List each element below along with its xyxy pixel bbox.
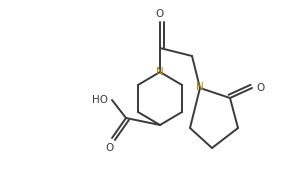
Text: HO: HO (92, 95, 108, 105)
Text: N: N (196, 82, 204, 92)
Text: O: O (256, 83, 264, 93)
Text: O: O (106, 143, 114, 153)
Text: O: O (156, 9, 164, 19)
Text: N: N (156, 67, 164, 77)
